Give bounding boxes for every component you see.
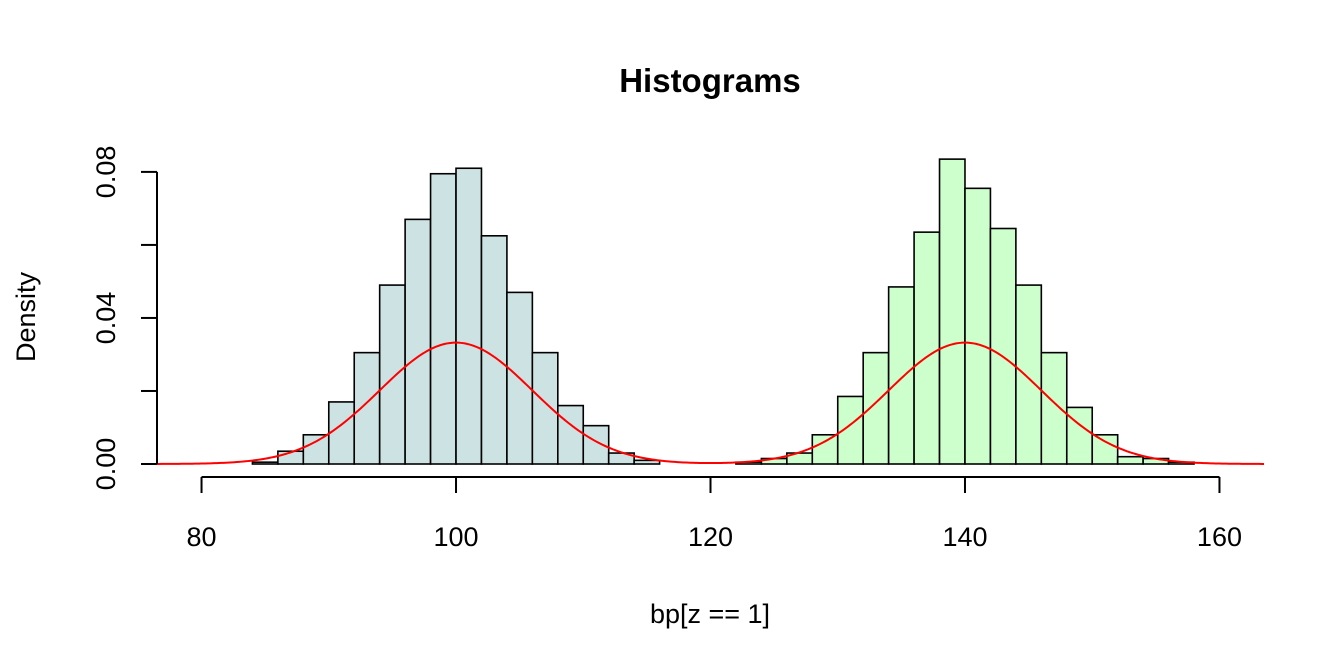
chart-title: Histograms (619, 62, 801, 99)
x-tick-label: 140 (942, 522, 987, 552)
histogram-bar (404, 218, 432, 465)
histogram-bar (480, 235, 508, 465)
histogram-bar (378, 284, 406, 465)
histogram-bar (1015, 284, 1043, 465)
x-tick-label: 120 (688, 522, 733, 552)
histogram-bar (887, 286, 915, 465)
histogram-bar (633, 459, 661, 465)
y-axis-label: Density (11, 271, 41, 362)
histogram-bar (302, 433, 330, 465)
y-axis: 0.00 0.04 0.08 (91, 146, 158, 491)
histogram-bar (1065, 406, 1094, 465)
x-axis-label: bp[z == 1] (650, 599, 770, 629)
histogram-bar (1116, 455, 1144, 465)
histogram-bar (429, 172, 457, 465)
x-axis: 80 100 120 140 160 (187, 476, 1242, 552)
histogram-bar (1040, 351, 1068, 465)
histogram-bar (455, 167, 483, 465)
y-tick-label: 0.08 (91, 146, 121, 199)
histogram-bar (964, 187, 992, 465)
histogram-bar (811, 433, 839, 465)
histogram-bar (989, 227, 1017, 465)
histogram-bar (251, 461, 279, 465)
x-tick-label: 100 (433, 522, 478, 552)
y-tick-label: 0.04 (91, 292, 121, 345)
histogram-bars (251, 158, 1195, 465)
histogram-bar (913, 231, 941, 465)
histogram-bar (862, 351, 890, 465)
histogram-bar (557, 404, 585, 465)
histogram-bar (327, 401, 356, 465)
histogram-bar (531, 351, 559, 465)
histogram-bar (353, 351, 381, 465)
density-curve (157, 341, 1264, 465)
histogram-bar (1091, 433, 1119, 465)
x-tick-label: 160 (1197, 522, 1242, 552)
y-tick-label: 0.00 (91, 438, 121, 491)
histogram-bar (938, 158, 966, 465)
x-tick-label: 80 (187, 522, 217, 552)
